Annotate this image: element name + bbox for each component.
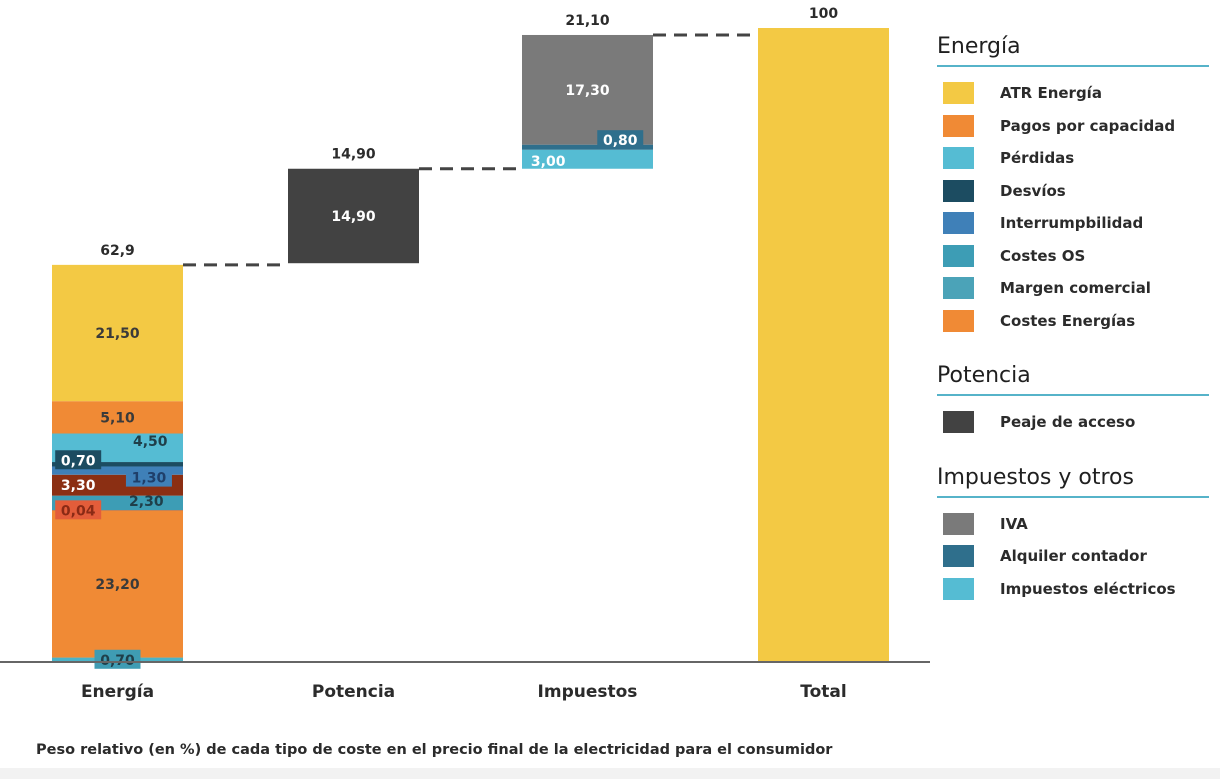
bar-segment-interrumpbilidad — [52, 466, 183, 475]
legend-item-desvios: Desvíos — [937, 175, 1209, 208]
legend-swatch — [943, 179, 974, 202]
bar-segment-costes-energias — [52, 510, 183, 658]
segment-label: 0,70 — [100, 653, 135, 669]
legend-label: Margen comercial — [1000, 279, 1151, 298]
legend-item-costes-os: Costes OS — [937, 240, 1209, 273]
legend-swatch — [943, 147, 974, 170]
legend-label: Costes Energías — [1000, 311, 1136, 330]
legend-swatch — [943, 277, 974, 300]
legend-label: ATR Energía — [1000, 84, 1102, 103]
legend-label: Costes OS — [1000, 246, 1086, 265]
footer-strip — [0, 768, 1220, 779]
legend-label: Alquiler contador — [1000, 547, 1147, 566]
legend-group-title: Potencia — [937, 363, 1209, 396]
legend-swatch — [943, 114, 974, 137]
legend-item-iva: IVA — [937, 508, 1209, 541]
legend-item-peaje-de-acceso: Peaje de acceso — [937, 406, 1209, 439]
segment-label: 3,30 — [61, 478, 96, 494]
segment-label: 0,80 — [603, 133, 638, 149]
legend-item-atr-energia: ATR Energía — [937, 77, 1209, 110]
legend-item-interrumpbilidad: Interrumpbilidad — [937, 207, 1209, 240]
segment-label: 3,00 — [531, 154, 566, 170]
legend-label: Interrumpbilidad — [1000, 214, 1144, 233]
legend-label: Desvíos — [1000, 181, 1066, 200]
bar-segment-peaje-de-acceso — [288, 168, 419, 264]
category-label: Total — [800, 682, 846, 702]
legend-group-title: Energía — [937, 34, 1209, 67]
legend-group-impuestos: Impuestos y otros IVA Alquiler contador … — [937, 465, 1209, 606]
segment-label-bg — [55, 450, 102, 470]
legend-swatch — [943, 512, 974, 535]
bar-segment-iva — [522, 34, 653, 145]
legend-label: IVA — [1000, 514, 1028, 533]
legend-swatch — [943, 309, 974, 332]
legend-swatch — [943, 577, 974, 600]
chart-caption: Peso relativo (en %) de cada tipo de cos… — [36, 742, 833, 758]
segment-label-bg — [94, 649, 141, 669]
segment-label-bg — [55, 500, 102, 520]
legend-swatch — [943, 82, 974, 105]
bar-total-label: 21,10 — [565, 13, 610, 29]
category-label: Potencia — [312, 682, 395, 702]
category-label: Impuestos — [538, 682, 638, 702]
legend-swatch — [943, 212, 974, 235]
segment-label: 5,10 — [100, 410, 135, 426]
segment-label-bg — [125, 467, 172, 487]
segment-label: 14,90 — [331, 209, 376, 225]
bar-segment-alquiler-contador — [522, 144, 653, 150]
bar-segment-atr-energia — [52, 264, 183, 402]
segment-label: 23,20 — [95, 577, 140, 593]
segment-label: 1,30 — [132, 471, 167, 487]
legend-item-costes-energias: Costes Energías — [937, 305, 1209, 338]
legend-label: Pérdidas — [1000, 149, 1075, 168]
legend-item-pagos-por-capacidad: Pagos por capacidad — [937, 110, 1209, 143]
category-label: Energía — [81, 682, 154, 702]
legend-group-title: Impuestos y otros — [937, 465, 1209, 498]
legend-swatch — [943, 545, 974, 568]
legend-label: Impuestos eléctricos — [1000, 579, 1176, 598]
legend: Energía ATR Energía Pagos por capacidad … — [937, 34, 1209, 631]
legend-swatch — [943, 411, 974, 434]
bar-total-label: 14,90 — [331, 147, 376, 163]
segment-label: 4,50 — [133, 434, 168, 450]
segment-label: 0,70 — [61, 453, 96, 469]
legend-item-perdidas: Pérdidas — [937, 142, 1209, 175]
segment-label-bg — [597, 130, 644, 150]
bar-total-label: 62,9 — [100, 243, 135, 259]
segment-label: 17,30 — [565, 83, 610, 99]
bar-total-label: 100 — [809, 6, 838, 22]
bar-segment-desvios — [52, 462, 183, 467]
bar-segment-total — [758, 28, 889, 662]
segment-label: 2,30 — [129, 494, 164, 510]
waterfall-chart: 0,70 23,20 0,04 2,30 3,30 1,30 0,70 4,50 5,10 21,… — [0, 6, 930, 702]
legend-item-margen-comercial: Margen comercial — [937, 272, 1209, 305]
legend-swatch — [943, 244, 974, 267]
legend-group-energia: Energía ATR Energía Pagos por capacidad … — [937, 34, 1209, 337]
legend-label: Pagos por capacidad — [1000, 116, 1176, 135]
legend-label: Peaje de acceso — [1000, 413, 1136, 432]
legend-item-alquiler-contador: Alquiler contador — [937, 540, 1209, 573]
legend-item-impuestos-electricos: Impuestos eléctricos — [937, 573, 1209, 606]
legend-group-potencia: Potencia Peaje de acceso — [937, 363, 1209, 439]
bar-segment-impuestos-electricos — [522, 149, 653, 169]
bar-segment-pagos-por-capacidad — [52, 401, 183, 434]
segment-label: 0,04 — [61, 503, 96, 519]
segment-label: 21,50 — [95, 326, 140, 342]
